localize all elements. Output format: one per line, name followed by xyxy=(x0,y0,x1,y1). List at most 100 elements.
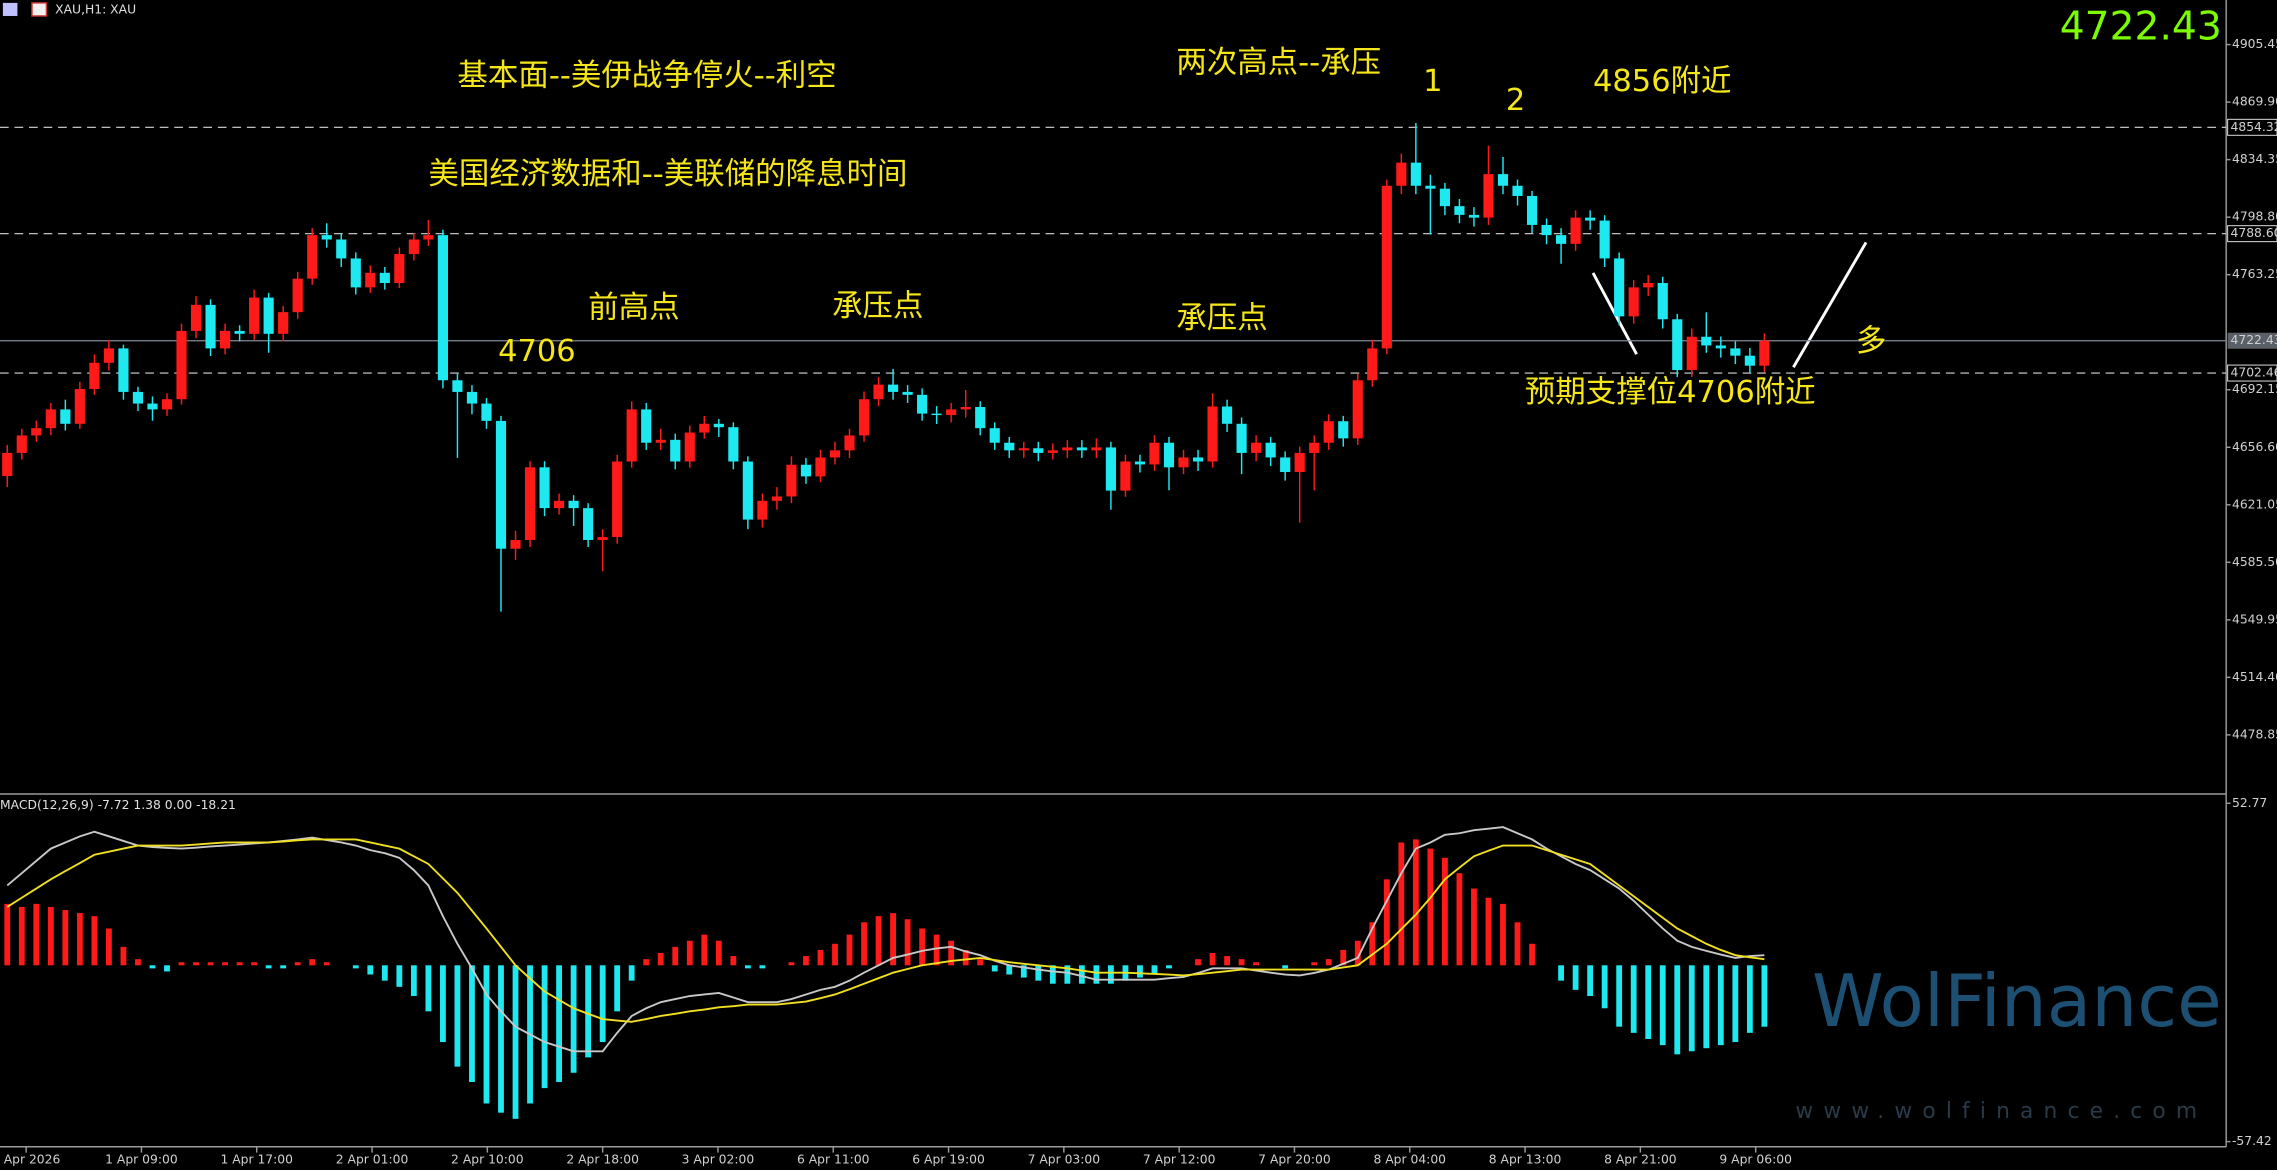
candle-body xyxy=(481,403,492,421)
annotation: 4856附近 xyxy=(1593,64,1732,99)
candle-body xyxy=(2,452,13,477)
macd-histogram-bar xyxy=(570,965,577,1073)
macd-histogram-bar xyxy=(803,956,809,966)
y-tick-label: 4798.80 xyxy=(2232,210,2277,224)
candle-body xyxy=(423,235,434,240)
macd-histogram-bar xyxy=(1485,897,1492,966)
candle-body xyxy=(539,467,550,509)
macd-histogram-bar xyxy=(1412,839,1419,966)
y-tick-label: 4763.25 xyxy=(2232,267,2277,281)
macd-histogram-bar xyxy=(1616,965,1623,1027)
symbol-icon[interactable] xyxy=(31,2,48,17)
x-tick-label: 3 Apr 02:00 xyxy=(682,1152,755,1166)
macd-histogram-bar xyxy=(556,965,562,1082)
macd-histogram-bar xyxy=(599,965,606,1043)
macd-histogram-bar xyxy=(817,949,824,966)
candle-body xyxy=(89,362,100,390)
y-tick-label: 4692.15 xyxy=(2232,382,2277,396)
macd-histogram-bar xyxy=(1282,965,1289,969)
last-price-tag xyxy=(2227,332,2277,349)
annotation: 承压点 xyxy=(1176,301,1267,336)
macd-histogram-bar xyxy=(498,965,504,1113)
candle-body xyxy=(437,235,448,381)
macd-histogram-bar xyxy=(1383,879,1390,966)
macd-histogram-bar xyxy=(1166,965,1172,969)
annotation: 2 xyxy=(1506,83,1525,118)
macd-histogram-bar xyxy=(730,956,737,966)
chart-title: XAU,H1: XAU xyxy=(55,3,136,17)
macd-histogram-bar xyxy=(614,965,621,1012)
candle-body xyxy=(1294,452,1305,473)
macd-histogram-bar xyxy=(861,922,867,966)
macd-histogram-bar xyxy=(1006,965,1013,975)
candle-body xyxy=(1367,348,1378,381)
macd-histogram-bar xyxy=(47,906,54,966)
macd-histogram-bar xyxy=(1195,959,1201,966)
macd-histogram-bar xyxy=(222,962,228,966)
macd-histogram-bar xyxy=(367,965,374,975)
macd-histogram-bar xyxy=(1558,965,1564,981)
candle-body xyxy=(1614,258,1625,317)
candle-body xyxy=(917,394,928,414)
x-tick-label: 7 Apr 03:00 xyxy=(1028,1152,1101,1166)
macd-histogram-bar xyxy=(410,965,417,997)
macd-histogram-bar xyxy=(149,965,156,969)
macd-histogram-bar xyxy=(832,943,838,966)
level-tag xyxy=(2227,364,2277,382)
candle-body xyxy=(1759,340,1770,366)
macd-histogram-bar xyxy=(977,959,984,966)
annotation: 预期支撑位4706附近 xyxy=(1525,375,1816,410)
candle-body xyxy=(713,423,724,428)
macd-histogram-bar xyxy=(251,962,258,966)
candle-body xyxy=(292,278,303,313)
menu-icon[interactable] xyxy=(2,2,18,16)
y-tick-label: 4478.85 xyxy=(2232,727,2277,741)
macd-histogram-bar xyxy=(454,965,461,1067)
x-tick-label: 9 Apr 06:00 xyxy=(1719,1152,1792,1166)
macd-histogram-bar xyxy=(309,959,316,966)
candle-body xyxy=(249,297,260,334)
x-tick-label: 2 Apr 18:00 xyxy=(566,1152,639,1166)
macd-histogram-bar xyxy=(1311,962,1318,966)
candle-body xyxy=(684,432,695,462)
macd-histogram-bar xyxy=(1471,888,1477,966)
candle-body xyxy=(132,391,144,404)
macd-histogram-bar xyxy=(1209,953,1216,966)
candle-body xyxy=(1004,442,1015,451)
y-tick-label: 4905.45 xyxy=(2232,37,2277,51)
macd-histogram-bar xyxy=(715,940,722,966)
annotation: 前高点 xyxy=(588,291,679,326)
candle-body xyxy=(888,384,899,392)
x-tick-label: 7 Apr 12:00 xyxy=(1143,1152,1216,1166)
macd-histogram-bar xyxy=(1761,965,1768,1027)
candle-body xyxy=(1207,406,1218,462)
y-tick-label: 4834.35 xyxy=(2232,152,2277,166)
macd-histogram-bar xyxy=(904,919,911,966)
candle-body xyxy=(771,496,782,501)
candle-body xyxy=(946,409,957,416)
candle-body xyxy=(365,272,376,288)
macd-line xyxy=(6,826,1765,1053)
macd-histogram-bar xyxy=(1746,965,1753,1033)
annotation: 多 xyxy=(1856,324,1886,359)
macd-histogram-bar xyxy=(585,965,592,1058)
candle-body xyxy=(1338,421,1349,439)
candle-body xyxy=(975,406,986,429)
macd-histogram-bar xyxy=(1093,965,1100,984)
macd-histogram-bar xyxy=(1398,842,1405,966)
candle-body xyxy=(1701,336,1712,346)
candle-body xyxy=(815,457,826,477)
candle-body xyxy=(118,348,129,392)
candle-body xyxy=(1033,448,1044,453)
level-tag-label: 4788.60 xyxy=(2231,226,2277,240)
macd-histogram-bar xyxy=(643,959,650,966)
macd-histogram-bar xyxy=(1354,940,1361,966)
macd-histogram-bar xyxy=(1369,922,1376,966)
candle-body xyxy=(1309,442,1320,453)
annotation: 4706 xyxy=(498,334,576,369)
candle-body xyxy=(1251,442,1262,453)
macd-histogram-bar xyxy=(294,962,301,966)
candle-body xyxy=(989,428,1000,443)
candle-body xyxy=(1265,442,1276,458)
